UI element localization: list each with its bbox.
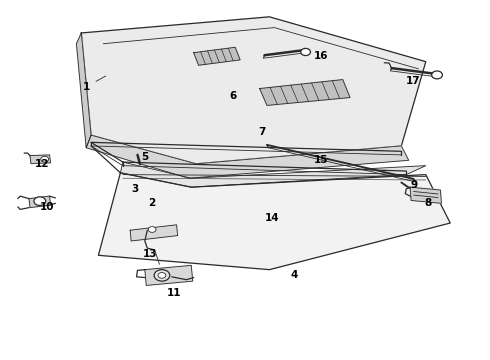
Text: 7: 7 (258, 127, 266, 136)
Circle shape (158, 273, 166, 278)
Text: 3: 3 (131, 184, 139, 194)
Circle shape (154, 270, 170, 281)
Text: 6: 6 (229, 91, 236, 101)
Polygon shape (98, 173, 450, 270)
Text: 9: 9 (410, 180, 417, 190)
Circle shape (432, 71, 442, 79)
Polygon shape (29, 196, 50, 208)
Text: 11: 11 (167, 288, 181, 298)
Text: 8: 8 (425, 198, 432, 208)
Text: 15: 15 (314, 155, 328, 165)
Text: 16: 16 (314, 51, 328, 61)
Circle shape (41, 156, 49, 162)
Polygon shape (86, 135, 409, 178)
Circle shape (301, 48, 311, 55)
Text: 14: 14 (265, 213, 279, 222)
Text: 17: 17 (406, 76, 421, 86)
Polygon shape (260, 80, 350, 105)
Text: 5: 5 (141, 152, 148, 162)
Polygon shape (194, 47, 240, 65)
Text: 12: 12 (35, 159, 49, 169)
Circle shape (148, 226, 156, 232)
Polygon shape (130, 225, 177, 241)
Polygon shape (410, 187, 441, 203)
Circle shape (34, 197, 46, 206)
Text: 1: 1 (83, 82, 90, 92)
Polygon shape (76, 33, 91, 148)
Polygon shape (81, 17, 426, 164)
Text: 13: 13 (143, 248, 157, 258)
Text: 2: 2 (148, 198, 156, 208)
Polygon shape (30, 155, 50, 163)
Polygon shape (121, 162, 426, 187)
Text: 10: 10 (40, 202, 54, 212)
Text: 4: 4 (290, 270, 297, 280)
Polygon shape (145, 265, 193, 285)
